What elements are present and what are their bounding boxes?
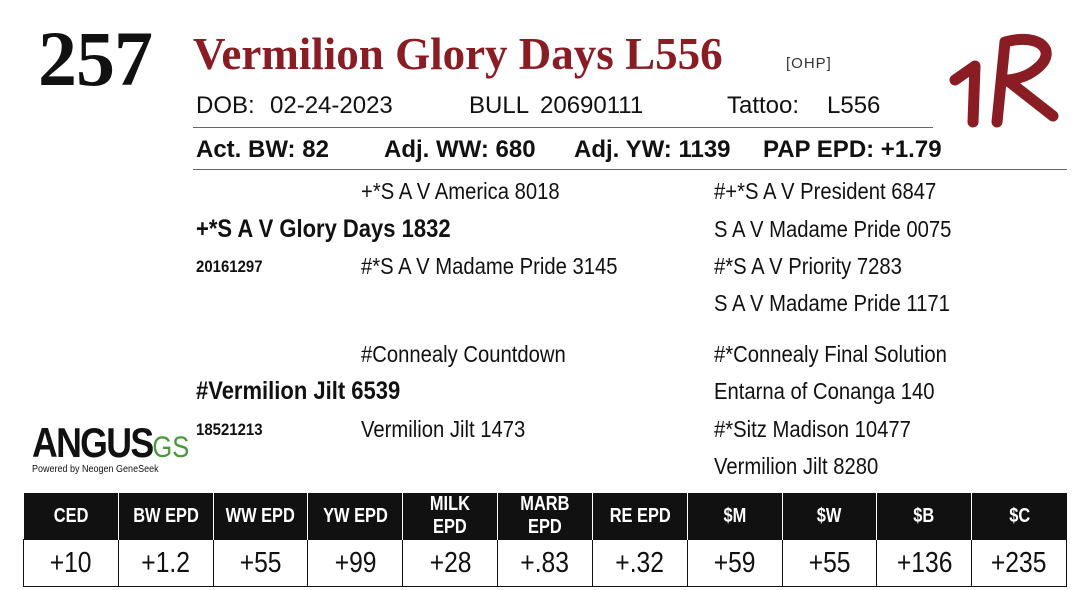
dob-label: DOB: bbox=[196, 92, 255, 119]
epd-value: +55 bbox=[212, 539, 309, 587]
epd-value: +99 bbox=[307, 539, 404, 587]
epd-header: MARB EPD bbox=[497, 493, 593, 540]
epd-value-row: +10 +1.2 +55 +99 +28 +.83 +.32 +59 +55 +… bbox=[23, 539, 1067, 587]
sire-sire: +*S A V America 8018 bbox=[361, 178, 560, 204]
adjusted-ww: Adj. WW: 680 bbox=[384, 136, 536, 163]
epd-value: +.83 bbox=[497, 539, 593, 587]
dam-sire: #Connealy Countdown bbox=[361, 341, 566, 367]
divider bbox=[193, 169, 1067, 170]
sire-name: +*S A V Glory Days 1832 bbox=[196, 215, 451, 243]
animal-name: Vermilion Glory Days L556 bbox=[193, 29, 723, 79]
epd-value: +1.2 bbox=[117, 539, 214, 587]
sire-dam: #*S A V Madame Pride 3145 bbox=[361, 253, 618, 279]
epd-header: RE EPD bbox=[591, 493, 688, 540]
pap-epd: PAP EPD: +1.79 bbox=[763, 136, 942, 163]
epd-header: $B bbox=[876, 493, 972, 540]
dam-reg: 18521213 bbox=[196, 420, 263, 439]
logo-suffix: GS bbox=[152, 431, 190, 464]
dam-dam-dam: Vermilion Jilt 8280 bbox=[714, 453, 879, 479]
epd-header: $M bbox=[686, 493, 782, 540]
epd-header: $W bbox=[781, 493, 877, 540]
epd-value: +59 bbox=[686, 539, 783, 587]
sex-value: BULL bbox=[469, 92, 530, 119]
sire-sire-dam: S A V Madame Pride 0075 bbox=[714, 216, 952, 242]
dam-name: #Vermilion Jilt 6539 bbox=[196, 377, 401, 405]
dam-dam: Vermilion Jilt 1473 bbox=[361, 416, 526, 442]
logo-main-text: ANGUS bbox=[32, 419, 154, 466]
epd-table: CED BW EPD WW EPD YW EPD MILK EPD MARB E… bbox=[23, 493, 1067, 587]
adjusted-yw: Adj. YW: 1139 bbox=[574, 136, 731, 163]
animal-tag: [OHP] bbox=[786, 55, 832, 72]
dam-sire-sire: #*Connealy Final Solution bbox=[714, 341, 947, 367]
epd-value: +235 bbox=[971, 539, 1067, 587]
epd-header: YW EPD bbox=[307, 493, 403, 540]
registration-number: 20690111 bbox=[540, 92, 644, 119]
sire-sire-sire: #+*S A V President 6847 bbox=[714, 178, 937, 204]
actual-bw: Act. BW: 82 bbox=[196, 136, 329, 163]
lot-number: 257 bbox=[38, 15, 153, 102]
epd-value: +136 bbox=[876, 539, 973, 587]
epd-header-row: CED BW EPD WW EPD YW EPD MILK EPD MARB E… bbox=[23, 493, 1067, 540]
dam-dam-sire: #*Sitz Madison 10477 bbox=[714, 416, 911, 442]
sire-reg: 20161297 bbox=[196, 257, 263, 276]
sire-dam-dam: S A V Madame Pride 1171 bbox=[714, 290, 950, 316]
tattoo-label: Tattoo: bbox=[727, 92, 800, 119]
dob-value: 02-24-2023 bbox=[270, 92, 393, 119]
brand-mark-icon bbox=[949, 33, 1059, 128]
epd-header: $C bbox=[971, 493, 1067, 540]
angus-gs-logo: ANGUSGS Powered by Neogen GeneSeek bbox=[32, 419, 217, 476]
epd-value: +.32 bbox=[591, 539, 688, 587]
dam-sire-dam: Entarna of Conanga 140 bbox=[714, 378, 935, 404]
logo-subtitle: Powered by Neogen GeneSeek bbox=[32, 464, 159, 475]
epd-header: WW EPD bbox=[212, 493, 308, 540]
divider bbox=[193, 127, 933, 128]
sire-dam-sire: #*S A V Priority 7283 bbox=[714, 253, 902, 279]
epd-value: +55 bbox=[781, 539, 878, 587]
tattoo-value: L556 bbox=[827, 92, 881, 119]
epd-header: MILK EPD bbox=[402, 493, 498, 540]
epd-header: BW EPD bbox=[117, 493, 214, 540]
epd-value: +28 bbox=[402, 539, 499, 587]
epd-value: +10 bbox=[23, 539, 119, 587]
epd-header: CED bbox=[23, 493, 119, 540]
